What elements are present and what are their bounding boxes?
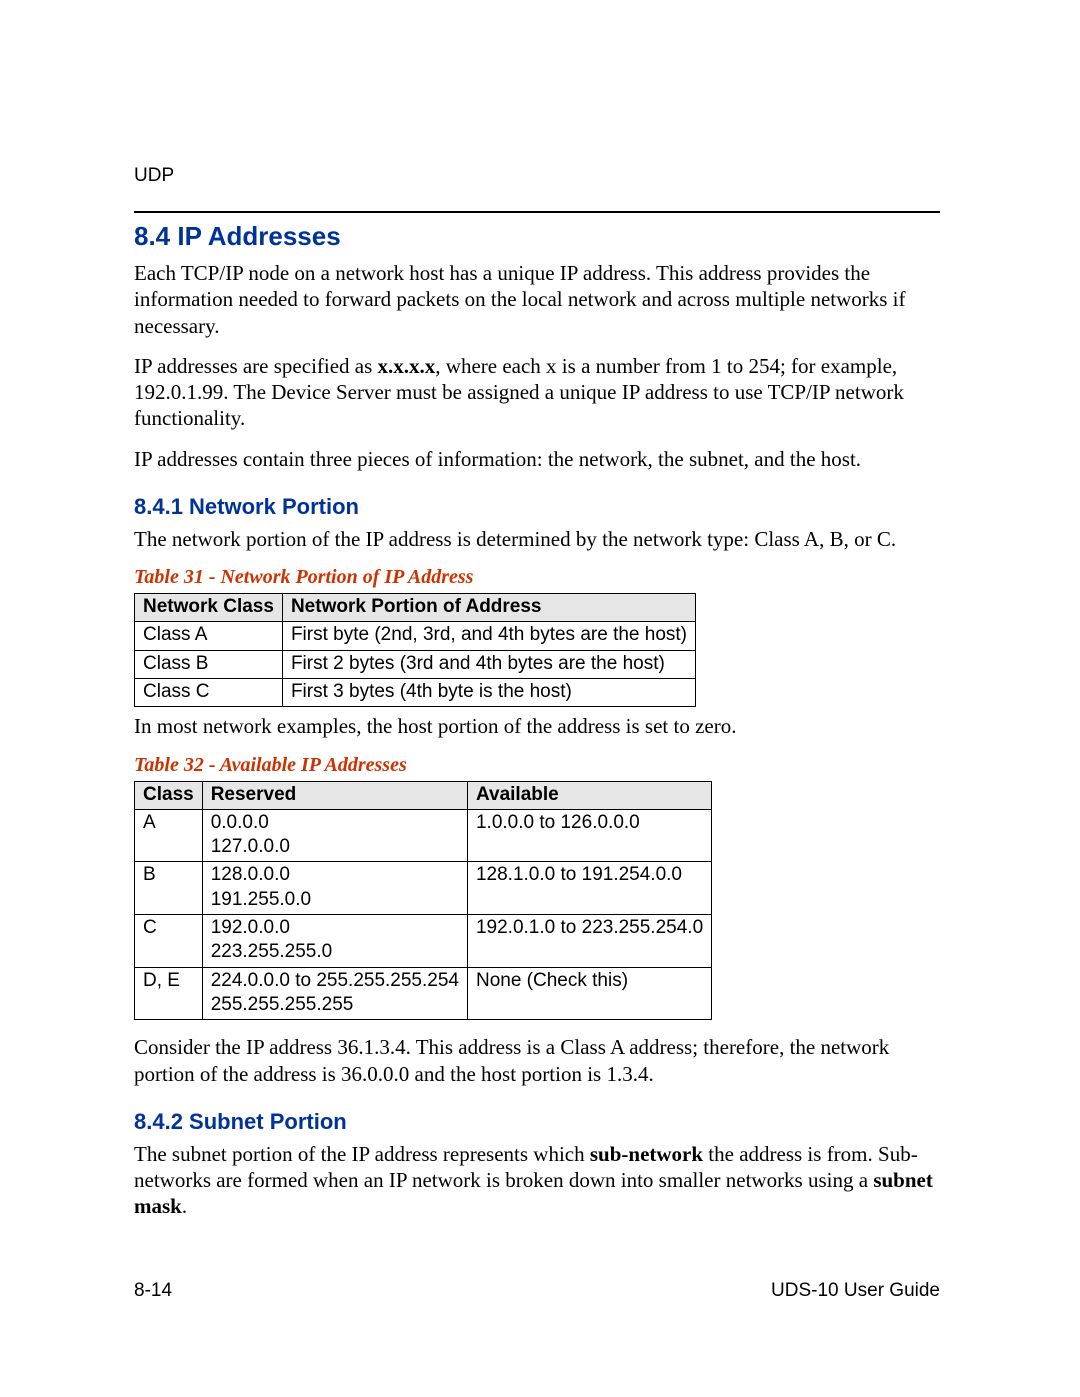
table-cell: 128.1.0.0 to 191.254.0.0 [467,862,711,915]
table-header-row: Network Class Network Portion of Address [135,594,696,622]
table-cell: First 3 bytes (4th byte is the host) [282,678,695,706]
table-31: Network Class Network Portion of Address… [134,593,696,707]
table-cell: 192.0.1.0 to 223.255.254.0 [467,915,711,968]
section-heading: 8.4 IP Addresses [134,221,940,252]
p2-bold: x.x.x.x [378,354,436,378]
table-cell: Class B [135,650,283,678]
subsection-2-heading: 8.4.2 Subnet Portion [134,1109,940,1135]
table-header-cell: Available [467,781,711,809]
table-header-cell: Class [135,781,203,809]
footer-guide-title: UDS-10 User Guide [771,1280,940,1302]
document-page: UDP 8.4 IP Addresses Each TCP/IP node on… [0,0,1080,1397]
table-31-caption: Table 31 - Network Portion of IP Address [134,566,940,589]
sub2-text-c: . [182,1194,187,1218]
sub1-paragraph-after-table: In most network examples, the host porti… [134,713,940,739]
intro-paragraph-3: IP addresses contain three pieces of inf… [134,446,940,472]
table-row: D, E 224.0.0.0 to 255.255.255.254255.255… [135,967,712,1020]
table-cell: First 2 bytes (3rd and 4th bytes are the… [282,650,695,678]
sub2-bold-1: sub-network [590,1142,703,1166]
table-row: Class A First byte (2nd, 3rd, and 4th by… [135,622,696,650]
sub2-paragraph-1: The subnet portion of the IP address rep… [134,1141,940,1220]
table-cell: C [135,915,203,968]
footer-page-number: 8-14 [134,1280,172,1302]
table-cell: A [135,809,203,862]
intro-paragraph-2: IP addresses are specified as x.x.x.x, w… [134,353,940,432]
table-32: Class Reserved Available A 0.0.0.0127.0.… [134,781,712,1021]
sub1-paragraph-after-table2: Consider the IP address 36.1.3.4. This a… [134,1034,940,1087]
table-row: Class B First 2 bytes (3rd and 4th bytes… [135,650,696,678]
table-cell: 128.0.0.0191.255.0.0 [202,862,467,915]
page-footer: 8-14 UDS-10 User Guide [134,1280,940,1302]
table-cell: 0.0.0.0127.0.0.0 [202,809,467,862]
p2-text-a: IP addresses are specified as [134,354,378,378]
subsection-1-heading: 8.4.1 Network Portion [134,494,940,520]
table-cell: D, E [135,967,203,1020]
table-header-cell: Reserved [202,781,467,809]
table-cell: None (Check this) [467,967,711,1020]
table-row: B 128.0.0.0191.255.0.0 128.1.0.0 to 191.… [135,862,712,915]
table-row: Class C First 3 bytes (4th byte is the h… [135,678,696,706]
table-cell: Class C [135,678,283,706]
section-rule [134,211,940,213]
table-row: C 192.0.0.0223.255.255.0 192.0.1.0 to 22… [135,915,712,968]
table-cell: Class A [135,622,283,650]
table-cell: First byte (2nd, 3rd, and 4th bytes are … [282,622,695,650]
table-row: A 0.0.0.0127.0.0.0 1.0.0.0 to 126.0.0.0 [135,809,712,862]
table-cell: 1.0.0.0 to 126.0.0.0 [467,809,711,862]
table-cell: 192.0.0.0223.255.255.0 [202,915,467,968]
table-32-caption: Table 32 - Available IP Addresses [134,754,940,777]
table-header-cell: Network Portion of Address [282,594,695,622]
intro-paragraph-1: Each TCP/IP node on a network host has a… [134,260,940,339]
sub1-paragraph-1: The network portion of the IP address is… [134,526,940,552]
table-header-cell: Network Class [135,594,283,622]
table-cell: B [135,862,203,915]
sub2-text-a: The subnet portion of the IP address rep… [134,1142,590,1166]
table-header-row: Class Reserved Available [135,781,712,809]
header-label: UDP [134,165,940,187]
table-cell: 224.0.0.0 to 255.255.255.254255.255.255.… [202,967,467,1020]
